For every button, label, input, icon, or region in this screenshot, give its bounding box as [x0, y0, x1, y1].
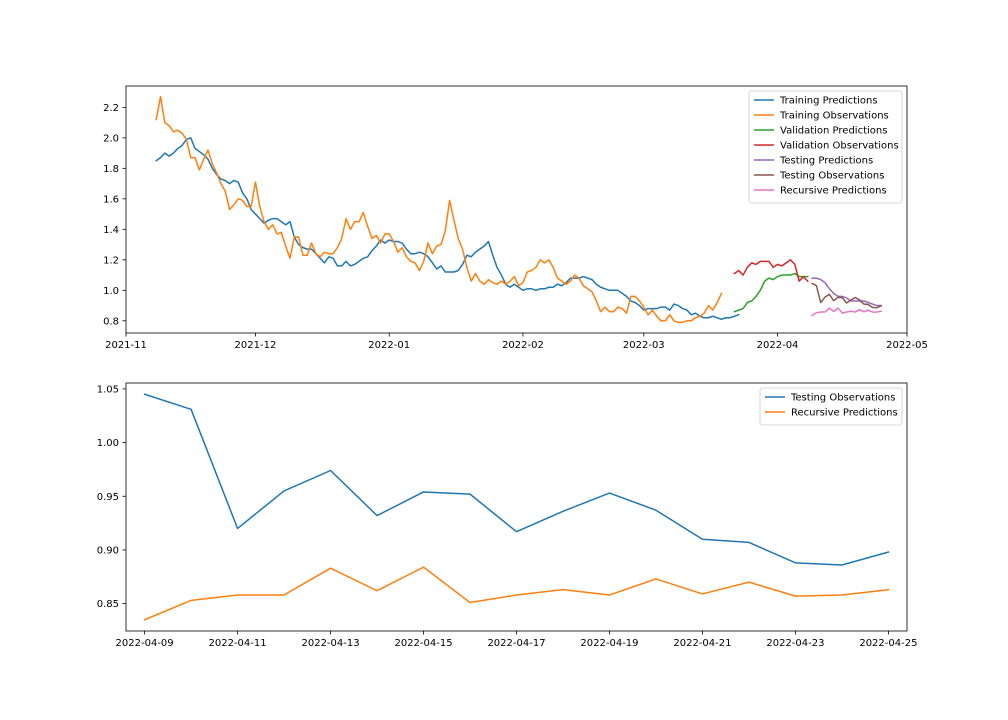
- chart1-x-tick-label-6: 2022-04-21: [673, 638, 731, 649]
- chart-bottom: 2022-04-09 2022-04-11 2022-04-13 2022-04-15…: [97, 382, 917, 649]
- chart1-y-tick-label-0: 0.85: [97, 599, 119, 610]
- chart1-x-tick-label-0: 2022-04-09: [116, 638, 174, 649]
- chart0-x-tick-label-5: 2022-04: [757, 340, 799, 351]
- chart1-x-tick-label-2: 2022-04-13: [301, 638, 359, 649]
- chart1-series-line-0: [143, 393, 890, 566]
- chart1-legend-box: [759, 387, 903, 426]
- chart1-y-tick-label-2: 0.95: [97, 492, 119, 503]
- chart0-series-group: [155, 95, 883, 324]
- chart0-legend-label-3: Validation Observations: [780, 141, 899, 152]
- chart1-y-tick-label-1: 0.90: [97, 545, 119, 556]
- chart0-y-tick-label-4: 1.6: [103, 194, 119, 205]
- chart-top: 2021-11 2021-12 2022-01 2022-02 2022-03 2022-…: [103, 85, 928, 351]
- chart0-series-line-6: [811, 307, 882, 317]
- chart1-x-tick-label-5: 2022-04-19: [580, 638, 638, 649]
- chart1-series-line-1: [143, 566, 890, 621]
- chart0-legend: Training Predictions Training Observation…: [748, 90, 903, 204]
- chart0-y-tick-label-7: 2.2: [103, 103, 119, 114]
- chart0-series-line-1: [155, 95, 723, 324]
- chart1-x-tick-label-8: 2022-04-25: [859, 638, 917, 649]
- chart0-x-tick-label-4: 2022-03: [623, 340, 665, 351]
- chart1-x-tick-label-3: 2022-04-15: [394, 638, 452, 649]
- chart0-legend-label-2: Validation Predictions: [780, 126, 887, 137]
- chart1-legend-label-1: Recursive Predictions: [791, 408, 898, 419]
- chart0-x-tick-label-3: 2022-02: [502, 340, 544, 351]
- chart0-x-tick-label-1: 2021-12: [235, 340, 277, 351]
- chart0-x-tick-label-6: 2022-05: [886, 340, 928, 351]
- chart0-y-tick-label-1: 1.0: [103, 286, 119, 297]
- chart1-x-tick-label-4: 2022-04-17: [487, 638, 545, 649]
- chart0-axes-frame: [125, 85, 908, 334]
- chart0-legend-box: [748, 90, 903, 204]
- chart0-series-line-5: [811, 282, 883, 309]
- chart0-legend-label-5: Testing Observations: [779, 171, 884, 182]
- chart1-x-tick-label-1: 2022-04-11: [209, 638, 267, 649]
- chart0-series-line-3: [733, 259, 809, 283]
- chart1-legend: Testing Observations Recursive Prediction…: [759, 387, 903, 426]
- chart0-legend-label-0: Training Predictions: [779, 96, 878, 107]
- chart1-x-tick-label-7: 2022-04-23: [766, 638, 824, 649]
- chart0-legend-label-4: Testing Predictions: [779, 156, 873, 167]
- chart0-y-tick-label-2: 1.2: [103, 255, 119, 266]
- chart0-x-tick-label-0: 2021-11: [105, 340, 147, 351]
- chart0-y-tick-label-0: 0.8: [103, 316, 119, 327]
- chart0-y-tick-label-3: 1.4: [103, 225, 119, 236]
- chart0-legend-label-1: Training Observations: [779, 111, 889, 122]
- chart0-y-tick-label-6: 2.0: [103, 133, 119, 144]
- chart0-x-tick-label-2: 2022-01: [368, 340, 410, 351]
- chart0-legend-label-6: Recursive Predictions: [780, 186, 887, 197]
- chart0-series-line-0: [155, 137, 740, 321]
- chart0-series-line-2: [733, 272, 809, 313]
- chart1-y-tick-label-3: 1.00: [97, 438, 119, 449]
- chart0-y-tick-label-5: 1.8: [103, 164, 119, 175]
- chart0-series-line-4: [811, 277, 882, 307]
- chart1-y-tick-label-4: 1.05: [97, 384, 119, 395]
- chart1-series-group: [143, 393, 890, 621]
- chart1-legend-label-0: Testing Observations: [790, 393, 895, 404]
